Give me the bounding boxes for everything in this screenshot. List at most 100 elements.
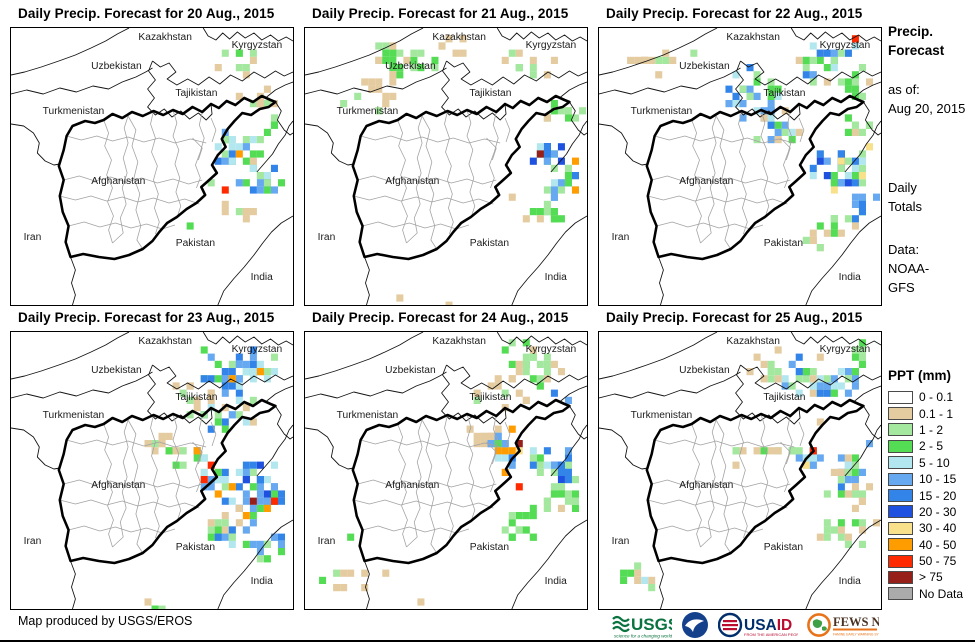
map-label-iran: Iran (612, 536, 630, 547)
precip-cell (858, 193, 866, 201)
precip-cell (508, 512, 516, 520)
precip-cell (627, 56, 635, 64)
precip-cell (851, 346, 859, 354)
precip-cell (515, 64, 523, 72)
precip-cell (550, 490, 558, 498)
precip-cell (858, 468, 866, 476)
precip-cell (557, 215, 565, 223)
precip-cell (172, 382, 180, 390)
precip-cell (823, 382, 831, 390)
precip-cell (851, 71, 859, 79)
precip-cell (851, 476, 859, 484)
precip-cell (522, 215, 530, 223)
precip-cell (753, 92, 761, 100)
precip-cell (228, 368, 236, 376)
map-label-afghanistan: Afghanistan (679, 176, 733, 187)
forecast-map-aug24: Kazakhstan Kyrgyzstan Uzbekistan Tajikistan… (304, 331, 588, 610)
map-labels-layer: Kazakhstan Kyrgyzstan Uzbekistan Tajikistan… (612, 32, 871, 283)
precip-cell (851, 504, 859, 512)
precip-cell (732, 71, 740, 79)
precip-cell (193, 454, 201, 462)
precip-cell (508, 519, 516, 527)
precip-cell (249, 540, 257, 548)
map-credit: Map produced by USGS/EROS (18, 614, 193, 628)
legend-entry: 5 - 10 (888, 455, 963, 471)
precip-cell (543, 368, 551, 376)
precip-cell (774, 368, 782, 376)
precip-cell (851, 157, 859, 165)
source-label: Data: (888, 242, 920, 257)
precip-cell (235, 389, 243, 397)
precip-cell (529, 71, 537, 79)
precip-cell (767, 447, 775, 455)
precip-cell (515, 360, 523, 368)
precip-cell (830, 64, 838, 72)
precip-cell (508, 360, 516, 368)
precip-cell (837, 519, 845, 527)
precip-cell (522, 526, 530, 534)
map-label-india: India (545, 272, 567, 283)
precip-cell (634, 576, 642, 584)
precip-cell (249, 519, 257, 527)
legend-label: 0.1 - 1 (919, 406, 954, 421)
precip-cell (375, 56, 383, 64)
precip-cell (830, 215, 838, 223)
precip-cell (571, 490, 579, 498)
precip-cell (277, 548, 285, 556)
sidebar-title-line1: Precip. (888, 24, 934, 39)
legend-entry: 1 - 2 (888, 422, 963, 438)
precip-cell (543, 157, 551, 165)
precip-cell (872, 193, 881, 201)
map-label-pakistan: Pakistan (764, 238, 803, 249)
legend-label: No Data (919, 586, 964, 601)
precip-cell (662, 49, 670, 57)
precip-cell (249, 497, 257, 505)
precip-cell (256, 497, 264, 505)
precip-cell (543, 360, 551, 368)
precip-cell (774, 346, 782, 354)
panel-title: Daily Precip. Forecast for 24 Aug., 2015 (312, 310, 569, 325)
precip-cell (795, 389, 803, 397)
precip-cell (529, 64, 537, 72)
precip-cell (214, 476, 222, 484)
precip-cell (249, 157, 257, 165)
legend-label: 40 - 50 (919, 537, 957, 552)
precip-cell (830, 526, 838, 534)
precip-cell (809, 56, 817, 64)
precip-cell (389, 42, 397, 50)
precip-cell (228, 157, 236, 165)
precip-cell (837, 526, 845, 534)
precip-cell (529, 504, 537, 512)
precip-cell (858, 172, 866, 180)
precip-cell (837, 468, 845, 476)
precip-cell (557, 186, 565, 194)
precip-cell (501, 526, 509, 534)
precip-cell (823, 64, 831, 72)
precip-cell (221, 375, 229, 383)
precip-cell (501, 389, 509, 397)
precip-cell (361, 584, 369, 592)
precip-cell (816, 56, 824, 64)
precip-cell (536, 454, 544, 462)
legend-entry: 30 - 40 (888, 520, 963, 536)
precip-cell (858, 157, 866, 165)
map-label-tajikistan: Tajikistan (175, 88, 217, 99)
precip-cell (235, 360, 243, 368)
precip-cell (851, 179, 859, 187)
precip-cell (256, 504, 264, 512)
precip-cell (375, 42, 383, 50)
precip-cell (214, 519, 222, 527)
noaa-bird-icon (685, 619, 704, 632)
precip-cell (564, 447, 572, 455)
precip-cell (396, 71, 404, 79)
precip-cell (816, 418, 824, 426)
panel-title: Daily Precip. Forecast for 21 Aug., 2015 (312, 6, 569, 21)
precip-cell (382, 56, 390, 64)
precip-cell (179, 461, 187, 469)
precip-cell (865, 143, 873, 151)
precip-cell (256, 490, 264, 498)
precip-cell (501, 447, 509, 455)
precip-cell (207, 533, 215, 541)
precip-cell (263, 128, 271, 136)
precip-cell (249, 375, 257, 383)
